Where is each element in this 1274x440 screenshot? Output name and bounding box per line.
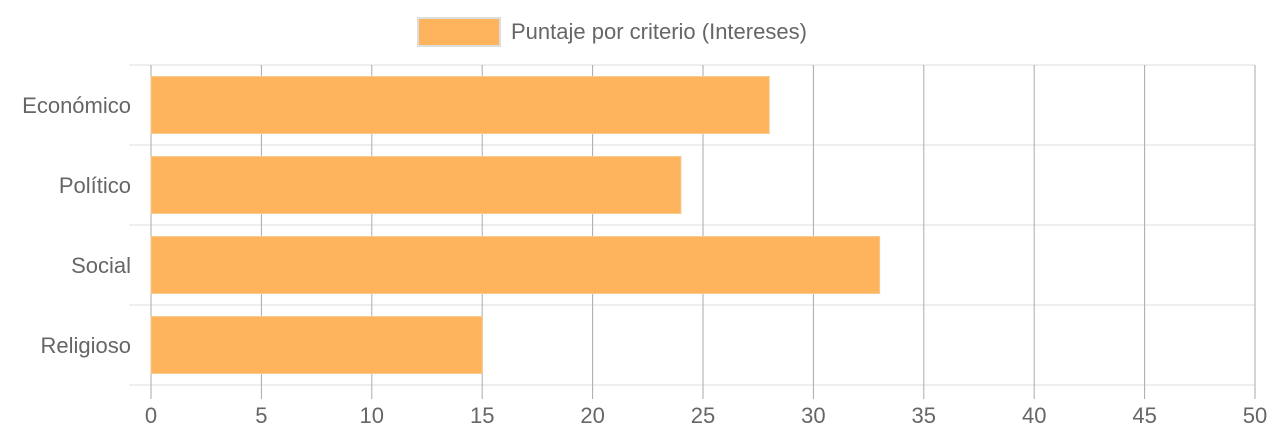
bar <box>150 76 770 134</box>
x-tick-label: 50 <box>1243 403 1267 428</box>
x-tick-label: 35 <box>912 403 936 428</box>
bar <box>150 156 682 214</box>
x-tick-label: 10 <box>360 403 384 428</box>
x-tick-label: 5 <box>255 403 267 428</box>
y-tick-label: Político <box>59 173 131 198</box>
y-tick-label: Social <box>71 253 131 278</box>
x-tick-label: 45 <box>1132 403 1156 428</box>
legend-swatch <box>417 17 501 47</box>
bar <box>150 316 483 374</box>
x-tick-label: 20 <box>580 403 604 428</box>
y-tick-label: Religioso <box>41 333 132 358</box>
bar <box>150 236 881 294</box>
y-axis: Económico Político Social Religioso <box>22 93 131 358</box>
x-tick-label: 15 <box>470 403 494 428</box>
y-tick-label: Económico <box>22 93 131 118</box>
x-tick-label: 40 <box>1022 403 1046 428</box>
legend-label: Puntaje por criterio (Intereses) <box>511 19 807 44</box>
bars <box>150 76 881 374</box>
x-axis: 0 5 10 15 20 25 30 35 40 45 50 <box>145 403 1267 428</box>
legend: Puntaje por criterio (Intereses) <box>417 17 807 47</box>
x-tick-label: 0 <box>145 403 157 428</box>
x-tick-label: 25 <box>691 403 715 428</box>
x-tick-label: 30 <box>801 403 825 428</box>
